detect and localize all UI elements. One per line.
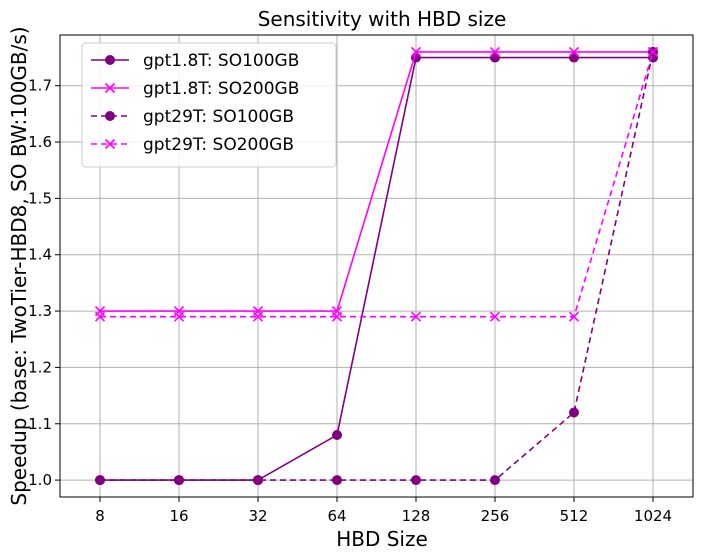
data-point xyxy=(569,407,579,418)
data-point xyxy=(173,311,185,322)
legend-label: gpt29T: SO200GB xyxy=(143,135,294,155)
data-point xyxy=(94,311,106,322)
data-point xyxy=(411,475,421,486)
data-point xyxy=(489,46,501,57)
y-tick-label: 1.7 xyxy=(28,77,52,95)
legend-marker xyxy=(104,82,116,94)
x-tick-label: 8 xyxy=(95,507,105,525)
data-point xyxy=(490,52,500,63)
y-axis-ticks: 1.0 1.1 1.2 1.3 1.4 1.5 1.6 1.7 xyxy=(28,77,60,489)
plot-frame xyxy=(59,34,694,498)
x-tick-label: 512 xyxy=(560,507,589,525)
legend-marker xyxy=(105,111,115,121)
y-axis-label: Speedup (base: TwoTier-HBD8, SO BW:100GB… xyxy=(7,26,31,505)
x-tick-label: 128 xyxy=(402,507,431,525)
legend-label: gpt1.8T: SO100GB xyxy=(143,51,299,71)
y-tick-label: 1.2 xyxy=(28,358,52,376)
y-tick-label: 1.4 xyxy=(28,246,52,264)
x-tick-label: 1024 xyxy=(634,507,672,525)
data-point xyxy=(647,46,659,57)
legend-item: gpt1.8T: SO200GB xyxy=(91,79,299,99)
x-tick-label: 64 xyxy=(327,507,346,525)
data-point xyxy=(569,52,579,63)
series-4 xyxy=(94,46,659,322)
legend-label: gpt29T: SO100GB xyxy=(143,107,294,127)
y-tick-label: 1.3 xyxy=(28,302,52,320)
y-tick-label: 1.1 xyxy=(28,415,52,433)
legend-item: gpt29T: SO200GB xyxy=(91,135,294,155)
data-point xyxy=(252,311,264,322)
chart-title: Sensitivity with HBD size xyxy=(258,7,507,31)
x-axis-label: HBD Size xyxy=(336,527,428,551)
legend-box xyxy=(81,42,337,168)
series-3 xyxy=(95,46,658,486)
data-point xyxy=(410,311,422,322)
data-point xyxy=(95,475,105,486)
x-tick-label: 16 xyxy=(169,507,188,525)
x-tick-label: 256 xyxy=(481,507,510,525)
data-point xyxy=(489,311,501,322)
y-tick-label: 1.6 xyxy=(28,133,52,151)
legend-item: gpt1.8T: SO100GB xyxy=(91,51,299,71)
data-point xyxy=(490,475,500,486)
legend-item: gpt29T: SO100GB xyxy=(91,107,294,127)
data-point xyxy=(332,475,342,486)
x-axis-ticks: 8 16 32 64 128 256 512 1024 xyxy=(95,497,672,525)
legend-marker xyxy=(104,138,116,150)
y-tick-label: 1.5 xyxy=(28,189,52,207)
data-point xyxy=(332,430,342,441)
legend: gpt1.8T: SO100GB gpt1.8T: SO200GB gpt29T: … xyxy=(81,42,337,168)
data-point xyxy=(568,311,580,322)
series-layer xyxy=(94,46,659,486)
data-point xyxy=(568,46,580,57)
data-point xyxy=(331,311,343,322)
data-point xyxy=(410,46,422,57)
legend-marker xyxy=(105,55,115,65)
legend-label: gpt1.8T: SO200GB xyxy=(143,79,299,99)
series-line xyxy=(100,51,654,318)
y-tick-label: 1.0 xyxy=(28,471,52,489)
x-tick-label: 32 xyxy=(248,507,267,525)
data-point xyxy=(174,475,184,486)
series-line xyxy=(100,51,653,312)
series-line xyxy=(100,51,654,481)
data-point xyxy=(253,475,263,486)
